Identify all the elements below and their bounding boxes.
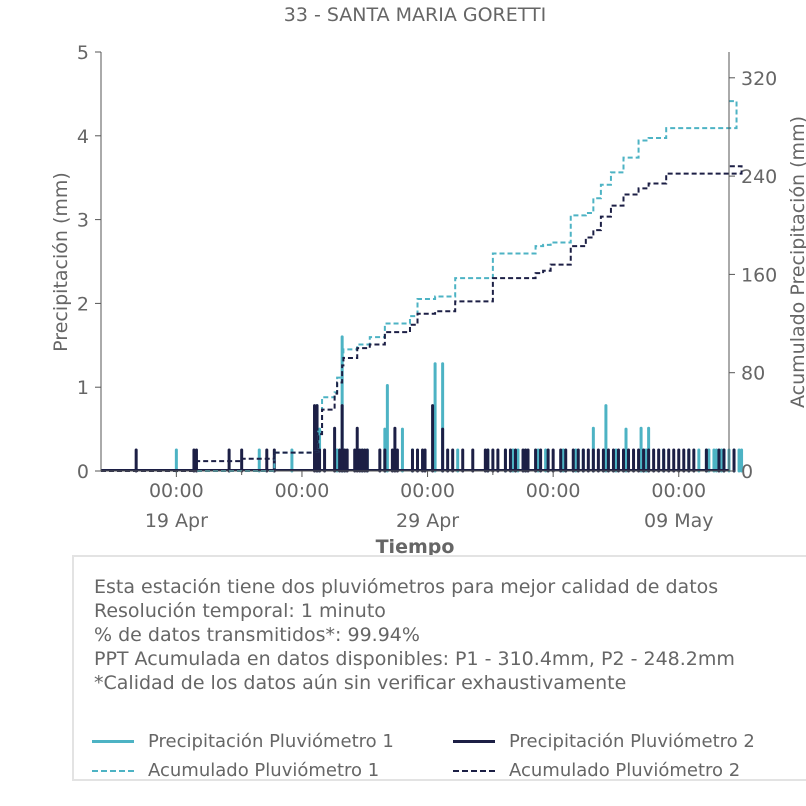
chart-title: 33 - SANTA MARIA GORETTI xyxy=(284,4,547,26)
x-tick-date: 19 Apr xyxy=(145,510,208,532)
x-tick-time: 00:00 xyxy=(275,480,330,502)
y-tick-label: 5 xyxy=(77,42,89,64)
info-box: Esta estación tiene dos pluviómetros par… xyxy=(72,555,806,781)
plot-area: 0 1 2 3 4 5 0 80 160 240 320 00:00 19 Apr 00:00 00:00 2… xyxy=(77,42,777,532)
info-line-accumulated: PPT Acumulada en datos disponibles: P1 -… xyxy=(94,648,735,670)
legend-swatch-dashed xyxy=(453,769,495,772)
y-axis-label: Precipitación (mm) xyxy=(50,172,72,352)
x-tick-date: 09 May xyxy=(644,510,714,532)
rainfall-chart: 33 - SANTA MARIA GORETTI 0 1 2 3 4 5 0 80 160 240… xyxy=(50,4,806,558)
legend-swatch-solid xyxy=(92,740,134,743)
legend-swatch-dashed xyxy=(92,769,134,772)
y-tick-label: 0 xyxy=(77,461,89,483)
accumulated-line-p1 xyxy=(101,100,738,472)
x-tick-time: 00:00 xyxy=(400,480,455,502)
accumulated-line-p2 xyxy=(101,165,743,472)
y2-tick-label: 320 xyxy=(741,68,777,90)
legend-label: Precipitación Pluviómetro 2 xyxy=(509,731,755,752)
legend-item-p1-rain: Precipitación Pluviómetro 1 xyxy=(92,731,394,752)
info-text: Esta estación tiene dos pluviómetros par… xyxy=(94,575,735,695)
y2-axis-label: Acumulado Precipitación (mm) xyxy=(787,116,806,408)
legend-label: Acumulado Pluviómetro 1 xyxy=(148,760,380,781)
y-tick-label: 4 xyxy=(77,126,89,148)
y-tick-label: 1 xyxy=(77,377,89,399)
info-line-stations: Esta estación tiene dos pluviómetros par… xyxy=(94,576,719,598)
y2-tick-label: 240 xyxy=(741,166,777,188)
y2-tick-label: 0 xyxy=(741,461,753,483)
legend-item-p2-rain: Precipitación Pluviómetro 2 xyxy=(453,731,755,752)
x-tick-date: 29 Apr xyxy=(396,510,459,532)
info-line-quality: *Calidad de los datos aún sin verificar … xyxy=(94,672,627,694)
y-tick-label: 3 xyxy=(77,210,89,232)
y2-tick-label: 160 xyxy=(741,264,777,286)
legend-label: Precipitación Pluviómetro 1 xyxy=(148,731,394,752)
y-tick-label: 2 xyxy=(77,293,89,315)
legend-item-p1-acc: Acumulado Pluviómetro 1 xyxy=(92,760,379,781)
legend-item-p2-acc: Acumulado Pluviómetro 2 xyxy=(453,760,740,781)
info-line-transmitted: % de datos transmitidos*: 99.94% xyxy=(94,624,420,646)
legend-swatch-solid xyxy=(453,740,495,743)
x-tick-time: 00:00 xyxy=(651,480,706,502)
x-axis-label: Tiempo xyxy=(376,536,455,558)
x-tick-time: 00:00 xyxy=(526,480,581,502)
info-line-resolution: Resolución temporal: 1 minuto xyxy=(94,600,386,622)
legend-label: Acumulado Pluviómetro 2 xyxy=(509,760,741,781)
x-tick-time: 00:00 xyxy=(149,480,204,502)
y2-tick-label: 80 xyxy=(741,363,765,385)
